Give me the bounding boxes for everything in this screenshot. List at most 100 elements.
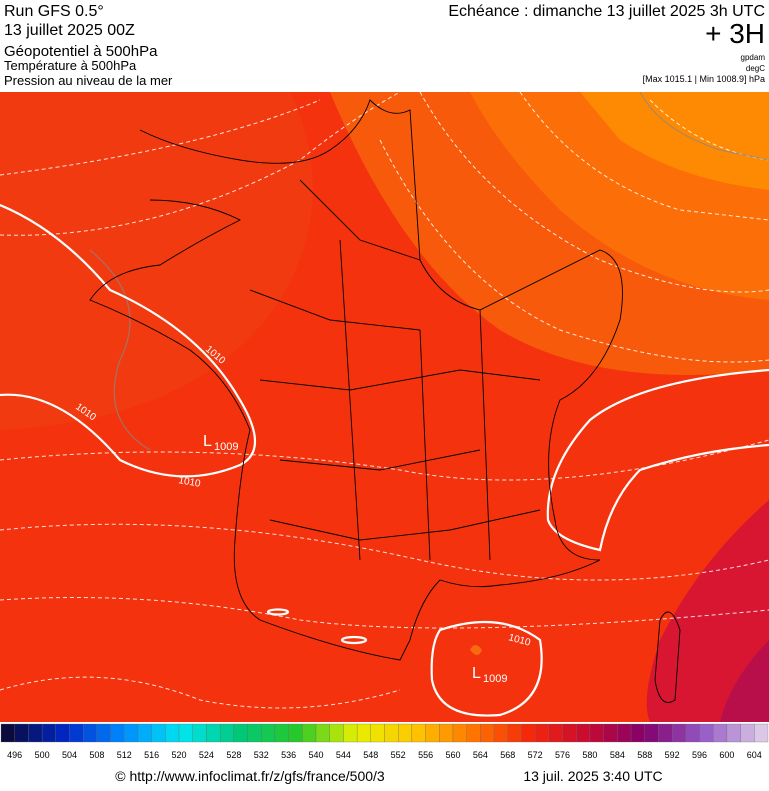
scale-swatch <box>83 723 98 743</box>
unit: gpdam <box>741 53 766 62</box>
scale-swatch <box>754 723 769 743</box>
scale-swatch <box>28 723 43 743</box>
scale-swatch <box>699 723 714 743</box>
scale-swatch <box>14 723 29 743</box>
scale-swatch <box>178 723 193 743</box>
scale-swatch <box>384 723 399 743</box>
pressure-range: [Max 1015.1 | Min 1008.9] hPa <box>643 74 765 84</box>
map: 1010 1010 1010 1010 L 1009 L 1009 <box>0 92 769 722</box>
scale-swatch <box>630 723 645 743</box>
scale-label: 544 <box>336 750 351 760</box>
scale-swatch <box>548 723 563 743</box>
scale-swatch <box>535 723 550 743</box>
scale-swatch <box>466 723 481 743</box>
scale-swatch <box>69 723 84 743</box>
subtitle: Température à 500hPa <box>4 58 137 73</box>
scale-swatch <box>151 723 166 743</box>
scale-label: 504 <box>62 750 77 760</box>
scale-label: 560 <box>445 750 460 760</box>
scale-label: 596 <box>692 750 707 760</box>
scale-swatch <box>343 723 358 743</box>
title: Géopotentiel à 500hPa <box>4 43 158 60</box>
scale-swatch <box>302 723 317 743</box>
scale-label: 516 <box>144 750 159 760</box>
run: 13 juillet 2025 00Z <box>4 22 135 39</box>
scale-swatch <box>713 723 728 743</box>
low-pressure: 1009 <box>483 673 507 685</box>
scale-swatch <box>617 723 632 743</box>
scale-swatch <box>521 723 536 743</box>
scale-label: 580 <box>582 750 597 760</box>
scale-swatch <box>685 723 700 743</box>
low-letter: L <box>472 665 481 682</box>
scale-swatch <box>356 723 371 743</box>
scale-swatch <box>274 723 289 743</box>
scale-label: 592 <box>665 750 680 760</box>
scale-swatch <box>726 723 741 743</box>
scale-swatch <box>576 723 591 743</box>
model: Run GFS 0.5° <box>4 3 104 20</box>
color-scale: 496 500 504 508 512 516 520 524 528 532 536 540 544 5… <box>0 723 769 760</box>
scale-swatch <box>398 723 413 743</box>
source: © http://www.infoclimat.fr/z/gfs/france/… <box>115 768 385 784</box>
date: 13 juil. 2025 3:40 UTC <box>523 768 662 784</box>
scale-swatch <box>41 723 56 743</box>
low-letter: L <box>203 433 212 450</box>
scale-label: 572 <box>528 750 543 760</box>
scale-swatch <box>206 723 221 743</box>
scale-swatch <box>562 723 577 743</box>
scale-swatch <box>165 723 180 743</box>
scale-swatch <box>192 723 207 743</box>
scale-swatch <box>740 723 755 743</box>
scale-label: 528 <box>226 750 241 760</box>
scale-swatch <box>425 723 440 743</box>
scale-label: 496 <box>7 750 22 760</box>
scale-label: 508 <box>89 750 104 760</box>
scale-label: 552 <box>391 750 406 760</box>
scale-label: 604 <box>747 750 762 760</box>
scale-swatch <box>589 723 604 743</box>
scale-swatch <box>261 723 276 743</box>
scale-label: 532 <box>254 750 269 760</box>
subtitle: Pression au niveau de la mer <box>4 73 173 88</box>
scale-label: 584 <box>610 750 625 760</box>
scale-swatch <box>137 723 152 743</box>
scale-swatch <box>671 723 686 743</box>
scale-label: 500 <box>35 750 50 760</box>
scale-swatch <box>96 723 111 743</box>
scale-swatch <box>110 723 125 743</box>
scale-label: 524 <box>199 750 214 760</box>
scale-label: 588 <box>637 750 652 760</box>
scale-swatch <box>370 723 385 743</box>
scale-swatch <box>0 723 15 743</box>
scale-swatch <box>452 723 467 743</box>
scale-label: 548 <box>363 750 378 760</box>
scale-label: 576 <box>555 750 570 760</box>
scale-swatch <box>658 723 673 743</box>
scale-label: 512 <box>117 750 132 760</box>
scale-swatch <box>124 723 139 743</box>
scale-swatch <box>603 723 618 743</box>
scale-label: 600 <box>719 750 734 760</box>
scale-swatch <box>329 723 344 743</box>
scale-swatch <box>233 723 248 743</box>
scale-label: 564 <box>473 750 488 760</box>
scale-label: 536 <box>281 750 296 760</box>
scale-label: 540 <box>309 750 324 760</box>
scale-swatch <box>439 723 454 743</box>
scale-swatch <box>219 723 234 743</box>
isobar-label: 1010 <box>177 475 201 490</box>
scale-label: 568 <box>500 750 515 760</box>
scale-swatch <box>288 723 303 743</box>
lead-time: + 3H <box>705 18 765 49</box>
scale-swatch <box>507 723 522 743</box>
scale-swatch <box>644 723 659 743</box>
scale-swatch <box>247 723 262 743</box>
forecast: Echéance : dimanche 13 juillet 2025 3h U… <box>448 3 765 20</box>
unit: degC <box>746 64 765 73</box>
scale-swatch <box>493 723 508 743</box>
scale-swatch <box>411 723 426 743</box>
scale-swatch <box>55 723 70 743</box>
scale-label: 556 <box>418 750 433 760</box>
